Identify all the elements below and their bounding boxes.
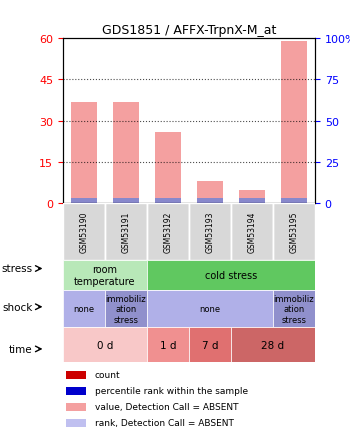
FancyBboxPatch shape	[147, 291, 273, 328]
Bar	[66, 403, 86, 411]
FancyBboxPatch shape	[189, 328, 231, 362]
Bar	[281, 42, 307, 204]
FancyBboxPatch shape	[147, 260, 315, 291]
Text: count: count	[94, 371, 120, 379]
FancyBboxPatch shape	[147, 204, 189, 260]
Bar	[239, 190, 265, 204]
Text: 28 d: 28 d	[261, 340, 285, 350]
Bar	[239, 199, 265, 204]
Bar	[66, 371, 86, 379]
Text: 0 d: 0 d	[97, 340, 113, 350]
FancyBboxPatch shape	[189, 204, 231, 260]
Text: percentile rank within the sample: percentile rank within the sample	[94, 386, 248, 395]
FancyBboxPatch shape	[63, 260, 147, 291]
Text: none: none	[199, 305, 220, 314]
Text: GSM53193: GSM53193	[205, 211, 215, 253]
Text: time: time	[9, 344, 33, 354]
Text: 1 d: 1 d	[160, 340, 176, 350]
FancyBboxPatch shape	[63, 328, 147, 362]
Bar	[71, 102, 97, 204]
Text: immobiliz
ation
stress: immobiliz ation stress	[274, 294, 314, 324]
Text: value, Detection Call = ABSENT: value, Detection Call = ABSENT	[94, 402, 238, 411]
Text: cold stress: cold stress	[205, 271, 257, 280]
Text: GSM53191: GSM53191	[121, 211, 131, 253]
Bar	[66, 419, 86, 427]
Bar	[155, 132, 181, 204]
FancyBboxPatch shape	[231, 328, 315, 362]
Text: rank, Detection Call = ABSENT: rank, Detection Call = ABSENT	[94, 418, 233, 427]
Bar	[66, 387, 86, 395]
FancyBboxPatch shape	[105, 291, 147, 328]
FancyBboxPatch shape	[63, 204, 105, 260]
Text: GSM53190: GSM53190	[79, 211, 89, 253]
Text: GSM53192: GSM53192	[163, 211, 173, 253]
FancyBboxPatch shape	[147, 328, 189, 362]
FancyBboxPatch shape	[273, 291, 315, 328]
Bar	[155, 199, 181, 204]
Bar	[113, 199, 139, 204]
FancyBboxPatch shape	[231, 204, 273, 260]
Text: stress: stress	[2, 264, 33, 274]
Text: room
temperature: room temperature	[74, 265, 136, 286]
Text: shock: shock	[2, 302, 33, 312]
Text: immobiliz
ation
stress: immobiliz ation stress	[106, 294, 146, 324]
Title: GDS1851 / AFFX-TrpnX-M_at: GDS1851 / AFFX-TrpnX-M_at	[102, 23, 276, 36]
Bar	[281, 199, 307, 204]
Text: none: none	[74, 305, 95, 314]
Bar	[113, 102, 139, 204]
Text: GSM53194: GSM53194	[247, 211, 257, 253]
FancyBboxPatch shape	[273, 204, 315, 260]
Text: GSM53195: GSM53195	[289, 211, 299, 253]
Bar	[197, 182, 223, 204]
Text: 7 d: 7 d	[202, 340, 218, 350]
FancyBboxPatch shape	[63, 291, 105, 328]
FancyBboxPatch shape	[105, 204, 147, 260]
Bar	[197, 199, 223, 204]
Bar	[71, 199, 97, 204]
